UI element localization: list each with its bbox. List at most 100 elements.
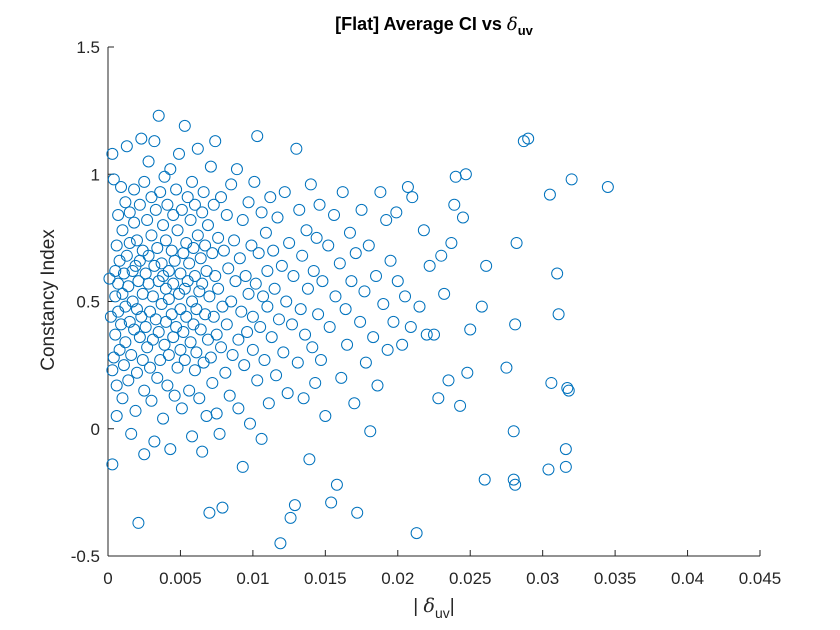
data-point: [196, 206, 209, 219]
data-point: [432, 392, 445, 405]
data-point: [601, 180, 614, 193]
data-point: [112, 208, 125, 221]
data-point: [255, 206, 268, 219]
data-point: [410, 527, 423, 540]
data-point: [312, 308, 325, 321]
data-point: [168, 254, 181, 267]
data-point: [251, 130, 264, 143]
data-point: [239, 270, 252, 283]
data-point: [116, 392, 129, 405]
data-point: [133, 198, 146, 211]
data-point: [123, 206, 136, 219]
data-point: [252, 247, 265, 260]
x-tick-label: 0.025: [449, 569, 492, 588]
data-point: [186, 295, 199, 308]
data-point: [212, 231, 225, 244]
data-point: [507, 425, 520, 438]
data-point: [362, 239, 375, 252]
data-point: [145, 394, 158, 407]
data-point: [316, 275, 329, 288]
data-point: [203, 290, 216, 303]
data-point: [343, 226, 356, 239]
data-point: [348, 397, 361, 410]
data-point: [551, 267, 564, 280]
data-point: [167, 277, 180, 290]
data-point: [552, 308, 565, 321]
data-point: [339, 303, 352, 316]
data-point: [562, 384, 575, 397]
data-point: [509, 478, 522, 491]
data-point: [391, 275, 404, 288]
data-point: [364, 425, 377, 438]
data-point: [180, 310, 193, 323]
y-axis-label: Constancy Index: [38, 229, 59, 371]
data-point: [110, 239, 123, 252]
x-tick-label: 0.04: [671, 569, 704, 588]
data-point: [158, 170, 171, 183]
data-point: [194, 252, 207, 265]
data-point: [461, 366, 474, 379]
data-point: [464, 323, 477, 336]
data-point: [200, 264, 213, 277]
data-point: [213, 427, 226, 440]
data-point: [144, 361, 157, 374]
data-point: [445, 236, 458, 249]
data-point: [229, 275, 242, 288]
axes-box: [108, 47, 760, 556]
data-point: [223, 389, 236, 402]
data-point: [141, 214, 154, 227]
data-point: [307, 264, 320, 277]
data-point: [286, 318, 299, 331]
data-point: [183, 257, 196, 270]
data-point: [210, 328, 223, 341]
data-point: [175, 402, 188, 415]
data-point: [243, 417, 256, 430]
data-point: [428, 328, 440, 341]
data-point: [242, 196, 255, 209]
data-point: [190, 346, 203, 359]
data-point: [420, 328, 433, 341]
data-point: [181, 191, 194, 204]
data-point: [274, 537, 287, 550]
data-point: [123, 236, 136, 249]
data-point: [335, 371, 348, 384]
data-point: [299, 328, 312, 341]
data-point: [146, 333, 159, 346]
data-point: [135, 132, 148, 145]
data-point: [241, 326, 254, 339]
data-point: [542, 463, 555, 476]
data-point: [115, 318, 128, 331]
data-point: [206, 376, 219, 389]
data-point: [396, 338, 409, 351]
data-point: [225, 295, 238, 308]
data-point: [155, 257, 168, 270]
data-point: [201, 219, 214, 232]
data-point: [149, 203, 162, 216]
data-point: [103, 272, 116, 285]
data-point: [406, 191, 419, 204]
data-point: [148, 435, 161, 448]
data-point: [232, 402, 245, 415]
data-point: [109, 328, 122, 341]
data-point: [565, 173, 578, 186]
data-point: [145, 191, 158, 204]
data-point: [255, 432, 268, 445]
data-point: [270, 369, 283, 382]
data-point: [174, 303, 187, 316]
data-point: [148, 259, 161, 272]
data-point: [371, 379, 384, 392]
data-point: [168, 389, 181, 402]
data-point: [172, 147, 185, 160]
data-point: [358, 285, 371, 298]
data-point: [261, 264, 274, 277]
y-tick-label: -0.5: [71, 547, 100, 566]
data-point: [135, 310, 148, 323]
data-point: [336, 186, 349, 199]
data-point: [233, 252, 246, 265]
y-tick-label: 0: [91, 420, 100, 439]
data-point: [209, 135, 222, 148]
data-point: [478, 473, 491, 486]
data-point: [251, 374, 264, 387]
data-point: [264, 191, 277, 204]
data-point: [257, 290, 270, 303]
